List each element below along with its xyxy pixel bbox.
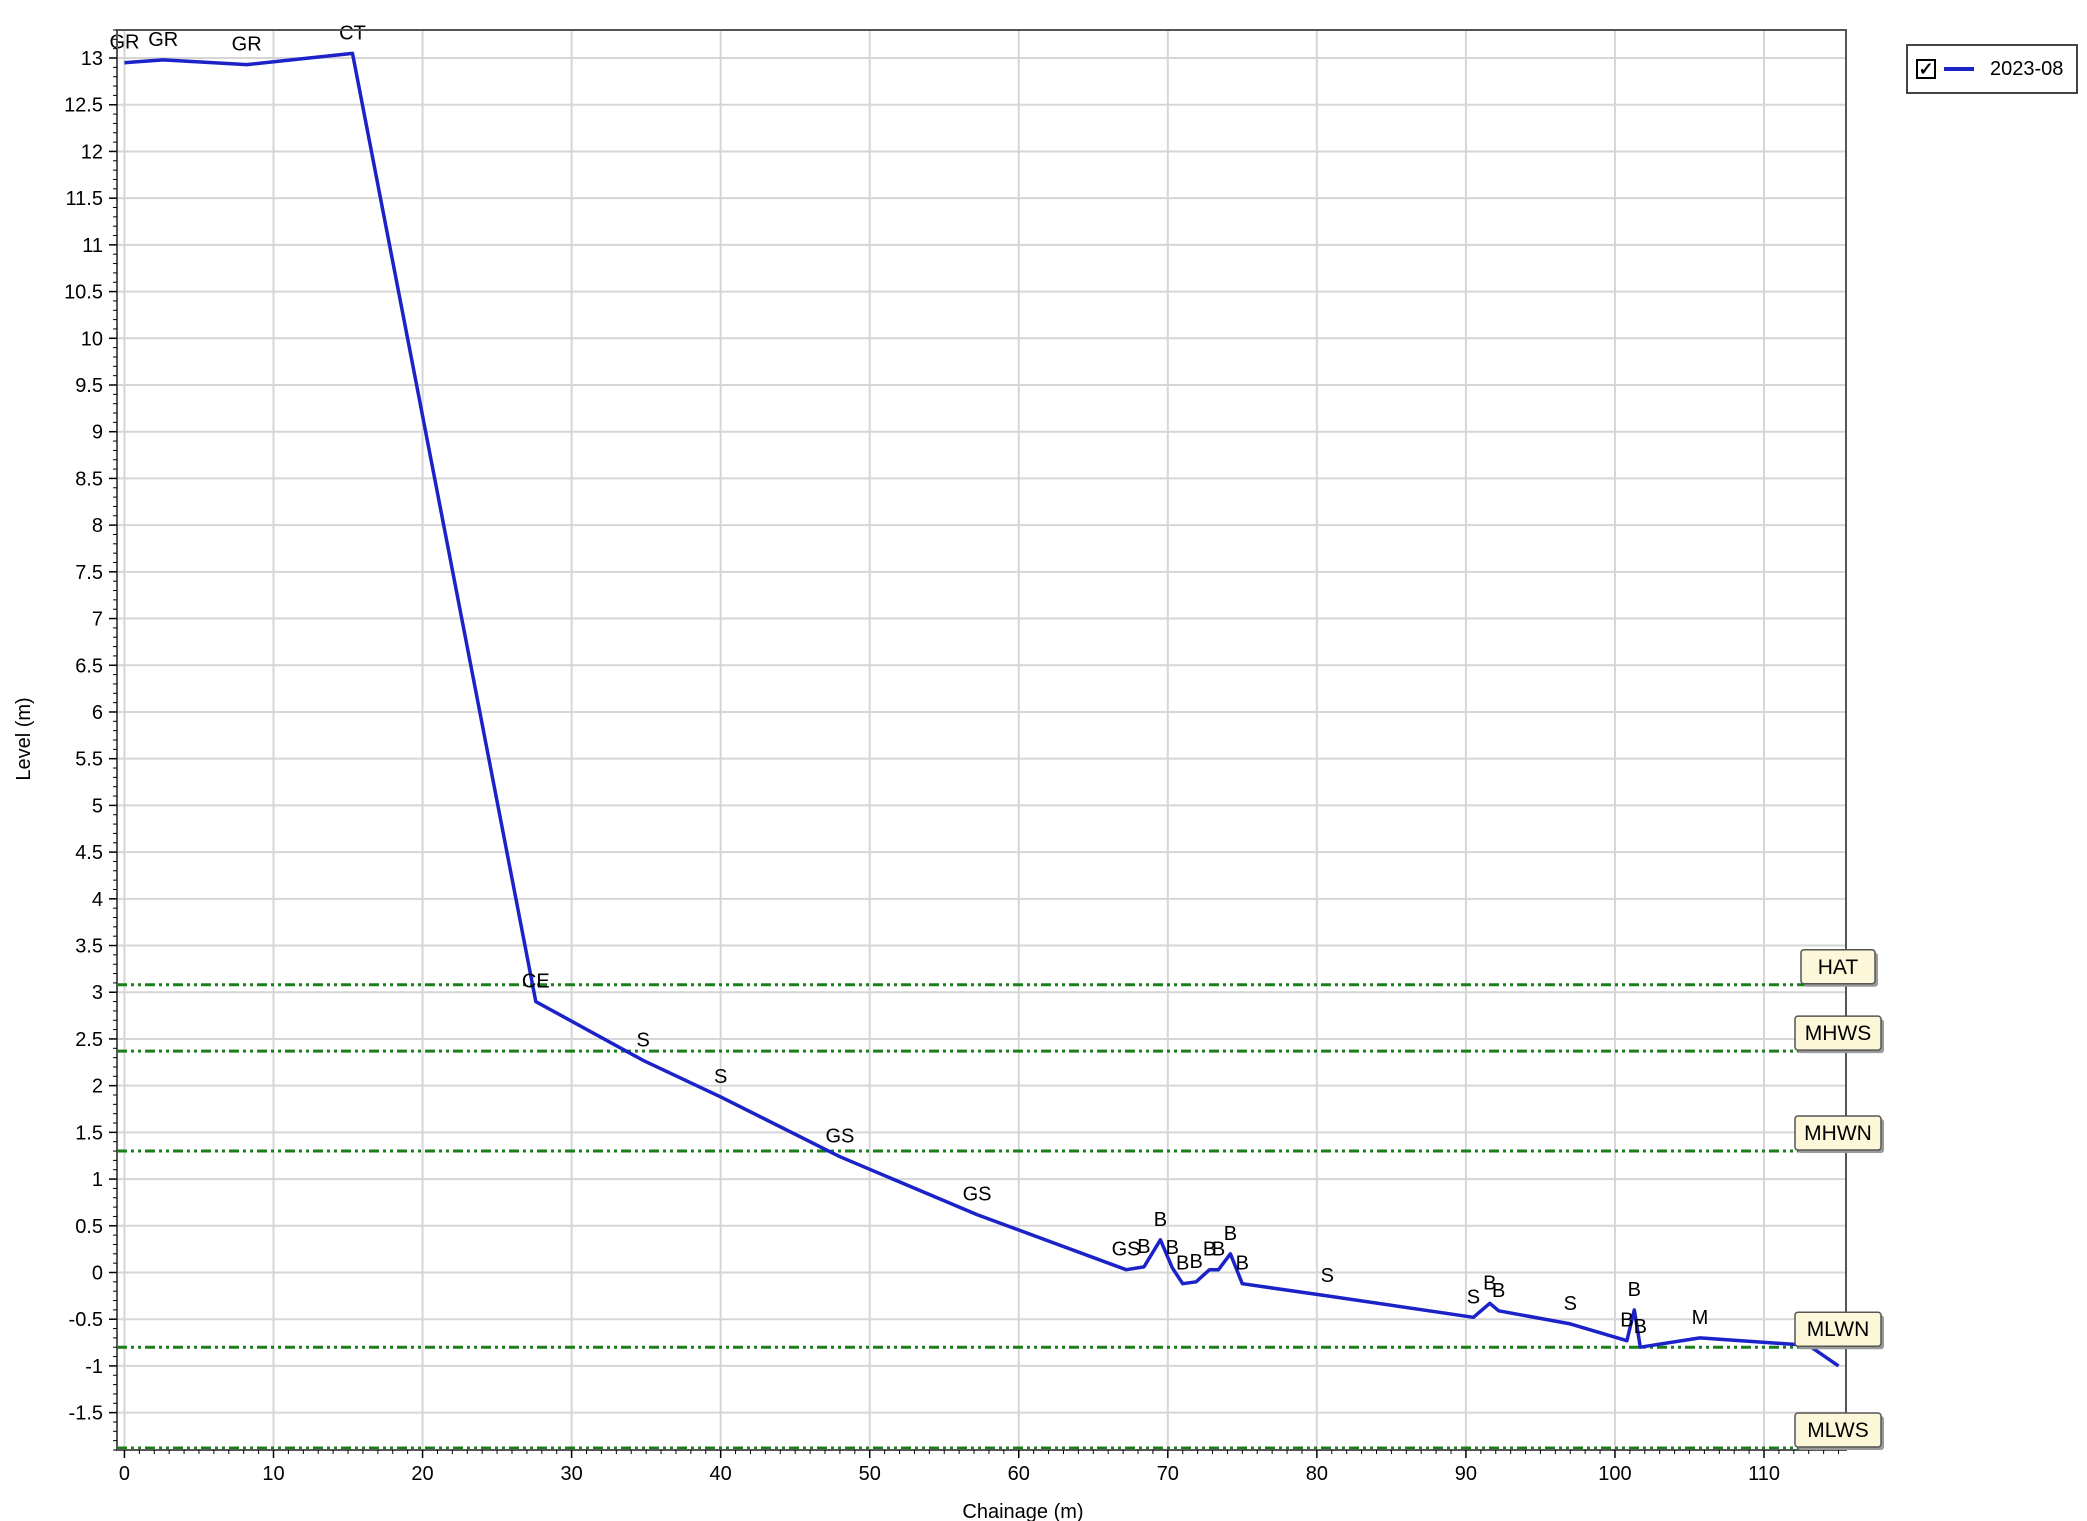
x-tick-label: 10: [262, 1463, 284, 1485]
y-tick-label: 7.5: [75, 562, 103, 584]
point-code-label: B: [1224, 1223, 1237, 1245]
y-tick-label: 9: [92, 422, 103, 444]
reference-label-text: MLWS: [1807, 1419, 1868, 1442]
y-tick-label: 9.5: [75, 375, 103, 397]
point-code-label: B: [1203, 1239, 1216, 1261]
point-code-label: GS: [825, 1126, 854, 1148]
axes: 0 10 20 30 40 50 60 70 80 90 100 110-1.5-1-0.500.51…: [64, 29, 1840, 1485]
point-code-label: GR: [232, 34, 262, 56]
point-code-label: S: [1321, 1265, 1334, 1287]
point-code-label: B: [1483, 1272, 1496, 1294]
reference-label-box: [1794, 1412, 1882, 1448]
y-tick-label: 5.5: [75, 749, 103, 771]
y-tick-label: -1: [85, 1356, 103, 1378]
point-code-label: CT: [339, 22, 366, 44]
legend-series-label: 2023-08: [1990, 57, 2064, 80]
reference-label-text: MLWN: [1807, 1318, 1870, 1341]
y-tick-label: 0.5: [75, 1216, 103, 1238]
y-axis-title: Level (m): [13, 697, 35, 780]
x-tick-label: 30: [560, 1463, 582, 1485]
point-code-label: B: [1212, 1239, 1225, 1261]
y-tick-label: 2: [92, 1076, 103, 1098]
reference-label-box: [1794, 1311, 1882, 1347]
x-tick-label: 110: [1748, 1463, 1780, 1485]
y-tick-label: 10: [81, 328, 103, 350]
y-tick-label: 8: [92, 515, 103, 537]
reference-label-text: MHWN: [1804, 1122, 1872, 1145]
y-tick-label: 1: [92, 1169, 103, 1191]
x-tick-label: 50: [859, 1463, 881, 1485]
series-layer: [124, 51, 1840, 1368]
y-tick-label: 7: [92, 609, 103, 631]
point-code-label: B: [1492, 1280, 1505, 1302]
point-code-label: S: [636, 1029, 649, 1051]
x-tick-label: 90: [1455, 1463, 1477, 1485]
point-code-label: B: [1137, 1236, 1150, 1258]
reference-label-text: HAT: [1818, 956, 1859, 979]
point-labels: GRGRGRCTCESSGSGSGSBBBBBBBBBSSBBSBBBMB: [109, 22, 1815, 1338]
y-tick-label: 12.5: [64, 95, 103, 117]
reference-label-box: [1800, 949, 1876, 985]
x-tick-label: 100: [1598, 1463, 1631, 1485]
y-tick-label: 3.5: [75, 936, 103, 958]
grid: [117, 30, 1846, 1450]
point-code-label: B: [1236, 1253, 1249, 1275]
x-tick-label: 0: [119, 1463, 130, 1485]
reference-line-labels: HAT MHWS MHWN MLWN MLWS: [1794, 949, 1884, 1450]
point-code-label: B: [1154, 1209, 1167, 1231]
y-tick-label: 6.5: [75, 655, 103, 677]
y-tick-label: 4.5: [75, 842, 103, 864]
point-code-label: B: [1189, 1251, 1202, 1273]
x-tick-label: 80: [1306, 1463, 1328, 1485]
reference-lines: [117, 983, 1846, 1450]
x-tick-label: 40: [710, 1463, 732, 1485]
point-code-label: B: [1628, 1279, 1641, 1301]
point-code-label: B: [1166, 1237, 1179, 1259]
x-tick-label: 20: [411, 1463, 433, 1485]
point-code-label: GR: [148, 29, 178, 51]
point-code-label: CE: [522, 971, 550, 993]
point-code-label: B: [1620, 1310, 1633, 1332]
point-code-label: S: [1467, 1286, 1480, 1308]
checkmark-icon: ✓: [1918, 59, 1934, 79]
y-tick-label: 1.5: [75, 1122, 103, 1144]
y-tick-label: 10.5: [64, 282, 103, 304]
y-tick-label: 2.5: [75, 1029, 103, 1051]
x-axis-title: Chainage (m): [962, 1501, 1083, 1521]
point-code-label: B: [1176, 1253, 1189, 1275]
point-code-label: B: [1634, 1316, 1647, 1338]
point-code-label: GS: [1112, 1239, 1141, 1261]
plot-background: [117, 30, 1846, 1450]
y-tick-label: 5: [92, 795, 103, 817]
x-tick-label: 70: [1157, 1463, 1179, 1485]
series-line: [124, 51, 1840, 1368]
point-code-label: S: [1564, 1293, 1577, 1315]
point-code-label: GR: [109, 32, 139, 54]
reference-label-box: [1794, 1015, 1882, 1051]
x-tick-label: 60: [1008, 1463, 1030, 1485]
y-tick-label: 11.5: [66, 188, 103, 210]
y-tick-label: 3: [92, 982, 103, 1004]
y-tick-label: 8.5: [75, 468, 103, 490]
legend-line-swatch: [1944, 67, 1974, 71]
legend: ✓ 2023-08: [1906, 44, 2078, 94]
y-tick-label: 13: [81, 48, 103, 70]
y-tick-label: 0: [92, 1263, 103, 1285]
y-tick-label: 6: [92, 702, 103, 724]
y-tick-label: 12: [81, 141, 103, 163]
legend-series-checkbox[interactable]: ✓: [1916, 59, 1936, 79]
y-tick-label: -0.5: [69, 1309, 103, 1331]
point-code-label: S: [714, 1066, 727, 1088]
y-tick-label: 11: [82, 235, 103, 257]
reference-label-box: [1794, 1115, 1882, 1151]
reference-label-text: MHWS: [1805, 1022, 1872, 1045]
point-code-label: M: [1692, 1307, 1709, 1329]
y-tick-label: -1.5: [69, 1403, 103, 1425]
point-code-label: GS: [963, 1184, 992, 1206]
y-tick-label: 4: [92, 889, 103, 911]
